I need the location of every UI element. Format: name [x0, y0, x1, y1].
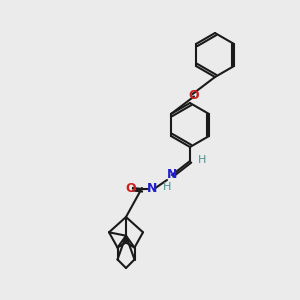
- Text: O: O: [189, 89, 199, 102]
- Text: N: N: [167, 167, 177, 181]
- Text: H: H: [163, 182, 171, 192]
- Text: O: O: [126, 182, 136, 194]
- Text: H: H: [198, 155, 206, 165]
- Text: N: N: [147, 182, 157, 194]
